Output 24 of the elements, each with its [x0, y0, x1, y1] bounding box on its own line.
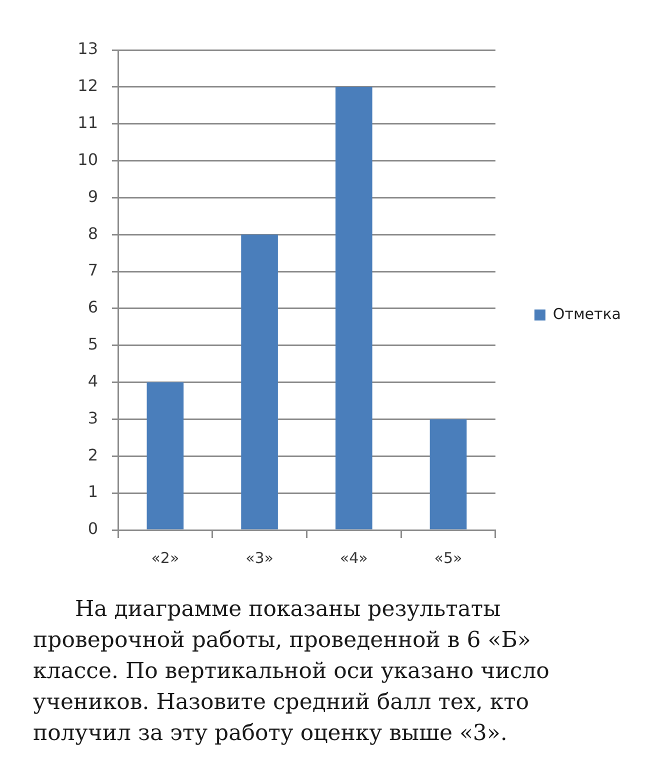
bar	[430, 419, 467, 530]
y-tick-label: 11	[78, 113, 98, 132]
y-tick-label: 0	[88, 519, 98, 538]
bar	[241, 234, 278, 530]
x-tick-label: «5»	[434, 548, 462, 567]
y-tick-label: 12	[78, 76, 98, 96]
y-tick-label: 9	[88, 186, 98, 206]
bar	[146, 382, 184, 530]
x-tick-label: «2»	[151, 548, 180, 567]
y-tick-label: 7	[88, 260, 98, 280]
y-tick-label: 4	[88, 371, 98, 390]
y-tick-label: 3	[88, 408, 98, 428]
y-tick-label: 8	[88, 224, 98, 243]
y-tick-label: 5	[88, 334, 98, 354]
y-tick-label: 13	[78, 39, 98, 58]
legend-label: Отметка	[552, 304, 622, 323]
x-tick-label: «3»	[246, 548, 274, 567]
bar	[335, 86, 372, 530]
y-tick-label: 10	[78, 150, 98, 169]
x-tick-label: «4»	[340, 548, 368, 567]
text: На диаграмме показаны результаты проверочной работы, проведенной в 6 «Б» классе. По вертикальной оси указано число учеников. Назовите средний балл тех, кто получил за эту работу оценку выше «3».	[33, 596, 550, 748]
y-tick-label: 1	[88, 482, 98, 502]
y-tick-label: 2	[88, 445, 98, 464]
y-tick-label: 6	[88, 298, 98, 317]
